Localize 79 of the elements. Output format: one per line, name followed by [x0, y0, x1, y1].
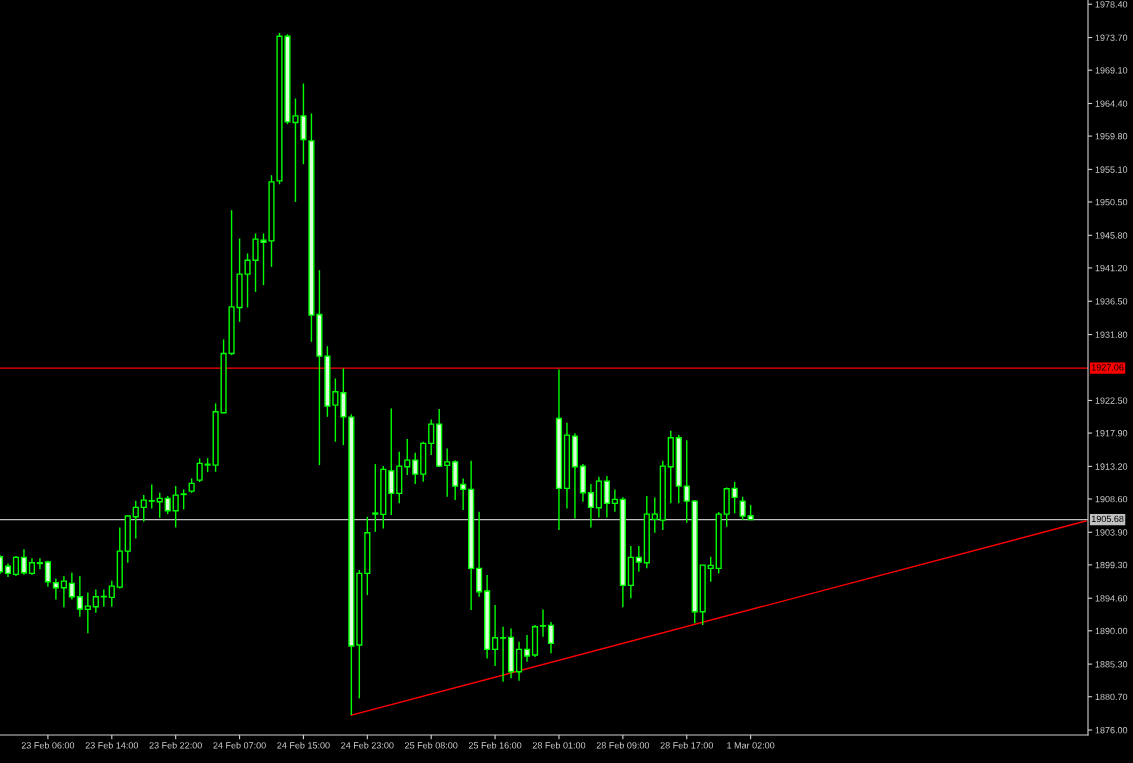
y-tick-label: 1955.10 [1095, 166, 1128, 173]
candlestick [196, 457, 203, 483]
candlestick [60, 575, 67, 609]
candlestick [611, 488, 618, 513]
x-tick-label: 25 Feb 08:00 [405, 741, 458, 749]
x-tick-label: 24 Feb 07:00 [213, 741, 266, 749]
candlestick [372, 463, 379, 533]
x-tick-label: 28 Feb 09:00 [596, 741, 650, 749]
x-tick-label: 23 Feb 22:00 [149, 741, 202, 749]
candlestick [515, 641, 523, 682]
candlestick [444, 447, 451, 498]
candlestick [476, 511, 483, 598]
y-tick-label: 1917.90 [1095, 430, 1128, 437]
y-tick-label: 1931.80 [1095, 331, 1128, 338]
candlestick [428, 418, 435, 456]
candlestick [587, 483, 595, 529]
candlestick [491, 604, 499, 667]
candlestick [172, 485, 179, 529]
x-tick-label: 24 Feb 15:00 [277, 741, 330, 749]
candlestick [140, 494, 147, 523]
y-tick-label: 1950.50 [1095, 198, 1128, 206]
x-tick-label: 25 Feb 16:00 [468, 741, 522, 749]
y-tick-label: 1945.80 [1095, 232, 1128, 239]
y-tick-label: 1876.00 [1095, 727, 1128, 734]
y-tick-label: 1964.40 [1095, 100, 1128, 107]
x-tick-label: 28 Feb 17:00 [660, 741, 713, 749]
y-tick-label: 1978.40 [1095, 1, 1128, 8]
candlestick [332, 377, 339, 443]
y-tick-label: 1922.50 [1095, 397, 1128, 404]
x-tick-label: 23 Feb 14:00 [85, 741, 139, 749]
y-tick-label: 1885.30 [1095, 661, 1128, 668]
candlestick [523, 634, 531, 663]
candlestick [651, 496, 658, 534]
candlestick [539, 608, 547, 638]
candlestick [683, 439, 690, 524]
ref-line-label: 1927.06 [1091, 364, 1124, 371]
candlestick [388, 407, 395, 516]
y-tick-label: 1899.30 [1095, 561, 1128, 569]
x-tick-label: 24 Feb 23:00 [341, 741, 394, 749]
y-tick-label: 1890.00 [1095, 627, 1128, 635]
candlestick [156, 492, 163, 519]
candlestick [603, 475, 610, 519]
candlestick [20, 548, 28, 576]
candlestick [180, 488, 187, 511]
candlestick [148, 483, 155, 510]
candlestick [108, 580, 115, 608]
candlestick [499, 626, 507, 683]
candlestick [92, 588, 99, 614]
candlestick [52, 577, 59, 601]
y-tick-label: 1903.90 [1095, 529, 1128, 536]
candlestick [44, 560, 52, 588]
candlestick [132, 500, 139, 540]
y-tick-label: 1969.10 [1095, 67, 1128, 74]
candlestick [635, 545, 642, 573]
candlestick [404, 438, 411, 476]
candlestick [76, 575, 83, 618]
candlestick [36, 557, 44, 571]
x-tick-label: 23 Feb 06:00 [21, 741, 75, 749]
candlestick [739, 496, 746, 521]
y-tick-label: 1894.60 [1095, 595, 1128, 602]
x-tick-label: 28 Feb 01:00 [532, 741, 586, 749]
y-tick-label: 1973.70 [1095, 34, 1128, 41]
candlestick [460, 477, 467, 511]
candlestick [164, 495, 171, 515]
y-tick-label: 1913.20 [1095, 463, 1128, 470]
y-tick-label: 1941.20 [1095, 264, 1128, 272]
candlestick [84, 591, 91, 635]
candlestick [68, 572, 75, 601]
candlestick [707, 556, 714, 583]
y-tick-label: 1959.80 [1095, 133, 1128, 140]
candlestick [412, 452, 419, 485]
candlestick [731, 481, 738, 515]
x-tick-label: 1 Mar 02:00 [727, 742, 775, 749]
ref-line-label: 1905.68 [1091, 515, 1124, 523]
candlestick [12, 555, 20, 577]
candlestick [547, 621, 555, 655]
y-tick-label: 1936.50 [1095, 298, 1128, 305]
y-tick-label: 1908.60 [1095, 495, 1128, 503]
y-tick-label: 1880.70 [1095, 693, 1128, 701]
